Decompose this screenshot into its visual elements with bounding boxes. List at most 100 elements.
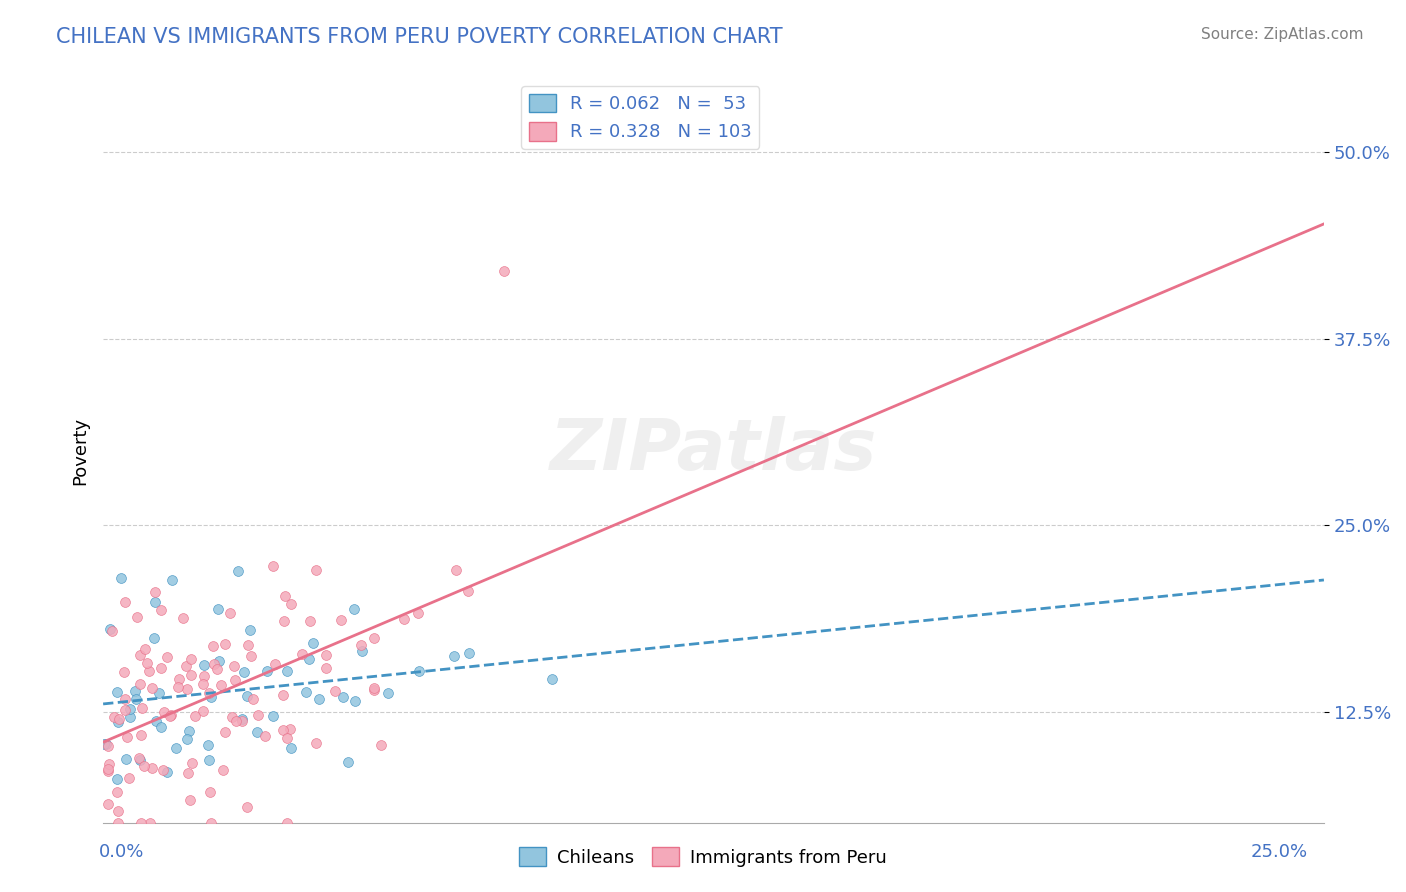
- Point: [148, 686, 170, 700]
- Point: [98, 623, 121, 637]
- Point: [198, 785, 221, 799]
- Point: [239, 624, 262, 638]
- Point: [155, 765, 177, 780]
- Point: [344, 694, 367, 708]
- Point: [207, 601, 229, 615]
- Point: [177, 766, 200, 780]
- Point: [233, 665, 256, 680]
- Point: [172, 611, 194, 625]
- Point: [377, 686, 399, 700]
- Point: [231, 714, 253, 728]
- Point: [132, 759, 155, 773]
- Point: [274, 589, 297, 603]
- Point: [131, 728, 153, 742]
- Point: [291, 647, 314, 661]
- Point: [176, 731, 198, 746]
- Point: [541, 672, 564, 686]
- Point: [114, 594, 136, 608]
- Point: [273, 688, 295, 702]
- Point: [262, 559, 284, 574]
- Legend: R = 0.062   N =  53, R = 0.328   N = 103: R = 0.062 N = 53, R = 0.328 N = 103: [522, 87, 759, 149]
- Point: [236, 800, 259, 814]
- Point: [443, 648, 465, 663]
- Point: [458, 646, 481, 660]
- Point: [222, 658, 245, 673]
- Point: [97, 797, 120, 811]
- Point: [159, 707, 181, 722]
- Point: [349, 638, 371, 652]
- Point: [363, 631, 385, 645]
- Point: [114, 691, 136, 706]
- Point: [264, 657, 287, 672]
- Point: [135, 657, 157, 671]
- Text: CHILEAN VS IMMIGRANTS FROM PERU POVERTY CORRELATION CHART: CHILEAN VS IMMIGRANTS FROM PERU POVERTY …: [56, 27, 783, 46]
- Point: [323, 684, 346, 698]
- Point: [152, 763, 174, 777]
- Point: [165, 740, 187, 755]
- Point: [180, 651, 202, 665]
- Point: [110, 571, 132, 585]
- Point: [280, 597, 302, 611]
- Point: [198, 686, 221, 700]
- Point: [105, 772, 128, 787]
- Point: [159, 709, 181, 723]
- Point: [224, 673, 246, 688]
- Point: [457, 583, 479, 598]
- Point: [107, 804, 129, 818]
- Point: [160, 573, 183, 587]
- Point: [107, 715, 129, 730]
- Point: [197, 753, 219, 767]
- Point: [118, 771, 141, 785]
- Point: [298, 652, 321, 666]
- Point: [98, 756, 121, 771]
- Point: [93, 738, 115, 752]
- Point: [337, 755, 360, 769]
- Point: [308, 692, 330, 706]
- Point: [273, 614, 295, 628]
- Point: [207, 662, 229, 676]
- Point: [197, 738, 219, 752]
- Point: [105, 684, 128, 698]
- Point: [370, 738, 392, 752]
- Point: [150, 603, 173, 617]
- Point: [96, 762, 118, 776]
- Point: [408, 664, 430, 678]
- Point: [201, 639, 224, 653]
- Point: [208, 654, 231, 668]
- Point: [167, 680, 190, 694]
- Text: 25.0%: 25.0%: [1250, 843, 1308, 861]
- Point: [97, 739, 120, 754]
- Point: [343, 602, 366, 616]
- Point: [174, 658, 197, 673]
- Point: [118, 702, 141, 716]
- Point: [143, 595, 166, 609]
- Point: [145, 714, 167, 728]
- Point: [209, 678, 232, 692]
- Point: [156, 649, 179, 664]
- Point: [153, 706, 176, 720]
- Point: [253, 729, 276, 743]
- Point: [221, 710, 243, 724]
- Point: [134, 642, 156, 657]
- Point: [246, 724, 269, 739]
- Point: [193, 669, 215, 683]
- Point: [180, 668, 202, 682]
- Point: [112, 665, 135, 679]
- Point: [177, 724, 200, 739]
- Point: [96, 737, 118, 751]
- Point: [142, 631, 165, 645]
- Point: [256, 664, 278, 678]
- Point: [176, 682, 198, 697]
- Point: [305, 736, 328, 750]
- Point: [204, 657, 226, 671]
- Point: [231, 712, 253, 726]
- Point: [214, 724, 236, 739]
- Text: ZIPatlas: ZIPatlas: [550, 416, 877, 485]
- Point: [129, 753, 152, 767]
- Point: [276, 816, 298, 830]
- Point: [193, 657, 215, 672]
- Point: [179, 793, 201, 807]
- Point: [332, 690, 354, 705]
- Point: [131, 701, 153, 715]
- Point: [114, 751, 136, 765]
